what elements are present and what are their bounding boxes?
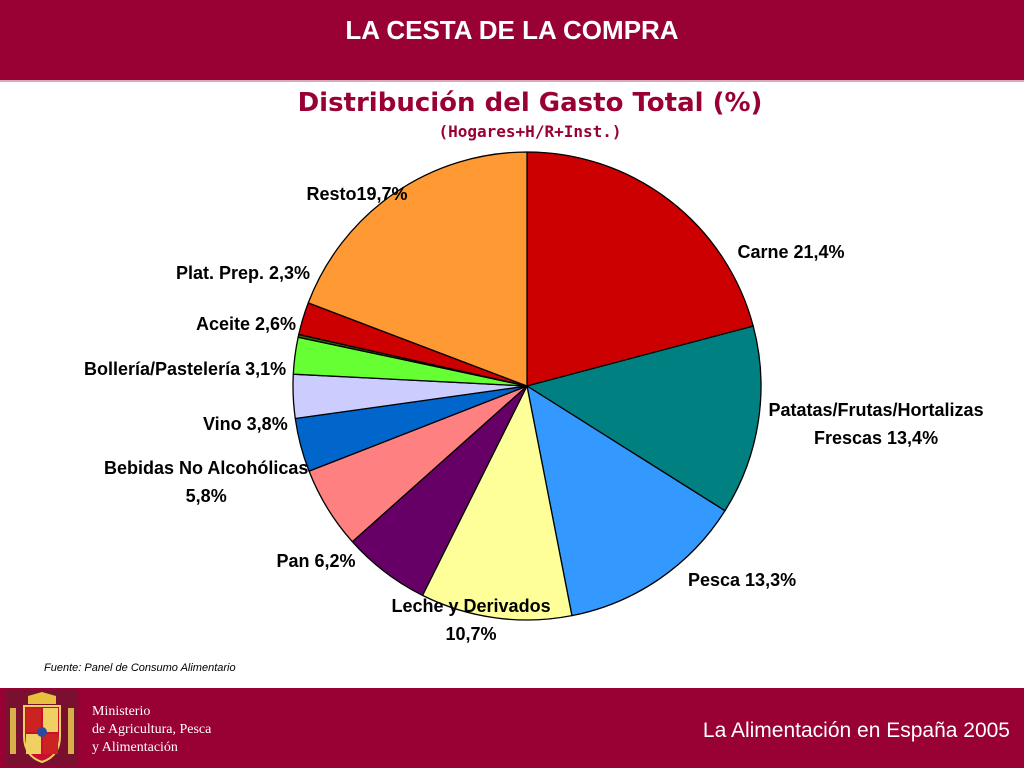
slice-label: Pan 6,2% [277, 547, 356, 575]
ministry-name: Ministerio de Agricultura, Pesca y Alime… [92, 703, 211, 757]
slice-label: Plat. Prep. 2,3% [176, 259, 310, 287]
slice-label: Patatas/Frutas/Hortalizas Frescas 13,4% [769, 396, 984, 452]
slice-label: Bebidas No Alcohólicas 5,8% [104, 454, 308, 510]
header-bar [0, 0, 1024, 80]
slice-label: Resto19,7% [307, 180, 408, 208]
coat-of-arms-emblem [6, 690, 78, 766]
pie-slice [526, 325, 762, 512]
slice-label-line: Plat. Prep. 2,3% [176, 263, 311, 283]
footer-bar: Ministerio de Agricultura, Pesca y Alime… [0, 688, 1024, 768]
header-title: LA CESTA DE LA COMPRA [345, 15, 679, 45]
slice-label-line: Leche y Derivados [391, 596, 551, 616]
slice-label-line: Resto19,7% [306, 184, 408, 204]
slice-label: Leche y Derivados 10,7% [392, 592, 551, 648]
slice-label-line: Frescas 13,4% [813, 428, 939, 448]
slice-label-line: Pan 6,2% [276, 551, 356, 571]
slice-label-line: Aceite 2,6% [196, 314, 297, 334]
slice-label-line: Carne 21,4% [737, 242, 845, 262]
pie-slice [526, 385, 726, 617]
slice-label-line: Patatas/Frutas/Hortalizas [768, 400, 984, 420]
slice-label-line: Bebidas No Alcohólicas [104, 458, 309, 478]
slice-label-line: 10,7% [445, 624, 497, 644]
chart-subtitle: (Hogares+H/R+Inst.) [438, 122, 622, 141]
slice-label: Pesca 13,3% [688, 566, 796, 594]
pie-slice [526, 151, 754, 387]
slice-label-line: 5,8% [185, 486, 227, 506]
ministry-line: y Alimentación [92, 740, 178, 755]
slice-label: Carne 21,4% [738, 238, 845, 266]
chart-title: Distribución del Gasto Total (%) [297, 88, 763, 118]
source-note: Fuente: Panel de Consumo Alimentario [44, 662, 236, 674]
ministry-line: de Agricultura, Pesca [92, 722, 212, 737]
pie-slice [307, 151, 528, 387]
pie-slice [421, 385, 573, 621]
slice-label-line: Bollería/Pastelería 3,1% [84, 359, 287, 379]
header-divider [0, 80, 1024, 82]
slice-label-line: Pesca 13,3% [688, 570, 797, 590]
slice-label: Aceite 2,6% [196, 310, 296, 338]
ministry-line: Ministerio [92, 704, 151, 719]
slice-label: Bollería/Pastelería 3,1% [84, 355, 286, 383]
footer-title: La Alimentación en España 2005 [702, 719, 1010, 742]
coat-of-arms-icon [10, 692, 74, 764]
slice-label-line: Vino 3,8% [203, 414, 288, 434]
slice-label: Vino 3,8% [203, 410, 288, 438]
